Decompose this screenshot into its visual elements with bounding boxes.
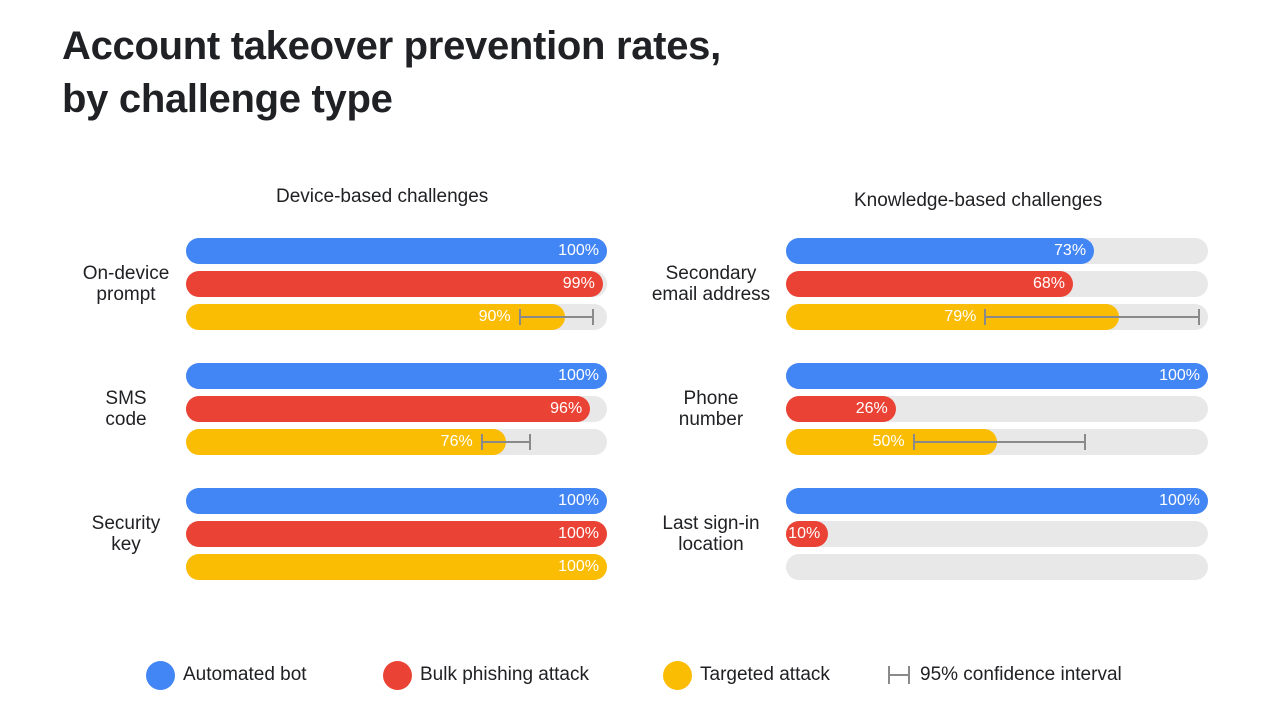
bar-targeted [186,554,607,580]
bar-bulk-phishing [186,521,607,547]
category-label: Security key [91,513,161,555]
bar-automated-bot [786,363,1208,389]
title-line-1: Account takeover prevention rates, [62,24,721,68]
category-label: Secondary email address [651,263,771,305]
value-label: 90% [478,308,511,325]
category-label: Phone number [678,388,744,430]
legend-label-automated-bot: Automated bot [183,664,307,685]
legend-label-bulk-phishing: Bulk phishing attack [420,664,589,685]
bar-track: 99% [186,271,607,297]
bar-track: 68% [786,271,1208,297]
value-label: 100% [558,525,599,542]
panel-title-knowledge: Knowledge-based challenges [854,190,1103,211]
bar-track: 76% [186,429,607,455]
value-label: 76% [440,433,473,450]
title-line-2: by challenge type [62,77,393,121]
legend-swatch-blue [146,660,175,690]
confidence-interval [480,429,532,455]
bar-track: 79% [786,304,1208,330]
legend-swatch-yellow [663,660,692,690]
bar-bulk-phishing [786,271,1073,297]
legend-item-ci: 95% confidence interval [888,658,1122,692]
confidence-interval [912,429,1086,455]
bar-track: 100% [786,488,1208,514]
value-label: 73% [1054,242,1087,259]
panel-title-device: Device-based challenges [276,186,489,207]
bar-track: 100% [186,488,607,514]
knowledge-based-panel: Knowledge-based challenges Secondary emai… [620,180,1220,600]
bar-bulk-phishing [186,396,591,422]
value-label: 100% [558,558,599,575]
bar-bulk-phishing [786,396,896,422]
bar-automated-bot [786,238,1095,264]
bar-track: 100% [186,521,607,547]
confidence-interval [984,304,1200,330]
bar-targeted [186,429,506,455]
legend-item-automated-bot: Automated bot [146,658,307,692]
value-label: 100% [558,242,599,259]
bar-track: 50% [786,429,1208,455]
value-label: 50% [872,433,905,450]
value-label: 99% [562,275,595,292]
bar-bulk-phishing [786,521,829,547]
bar-track: 96% [186,396,607,422]
bar-track: 73% [786,238,1208,264]
bar-track: 26% [786,396,1208,422]
category-label: SMS code [105,388,147,430]
value-label: 100% [1159,367,1200,384]
legend-item-bulk-phishing: Bulk phishing attack [383,658,589,692]
device-based-panel: Device-based challenges On-device prompt 1… [20,180,620,600]
bar-automated-bot [186,363,607,389]
legend: Automated bot Bulk phishing attack Targe… [0,658,1280,692]
bar-automated-bot [186,238,607,264]
legend-label-ci: 95% confidence interval [920,664,1122,685]
value-label: 100% [558,367,599,384]
legend-item-targeted: Targeted attack [663,658,830,692]
value-label: 96% [550,400,583,417]
bar-track: 100% [186,363,607,389]
value-label: 100% [558,492,599,509]
bar-track: 100% [786,363,1208,389]
bar-track: 100% [186,554,607,580]
bar-bulk-phishing [186,271,603,297]
confidence-interval [518,304,595,330]
bar-track [786,554,1208,580]
value-label: 10% [788,525,821,542]
value-label: 26% [855,400,888,417]
value-label: 68% [1032,275,1065,292]
chart-title: Account takeover prevention rates, by ch… [62,20,721,126]
confidence-interval-icon [888,666,910,684]
bar-track: 100% [186,238,607,264]
bar-targeted [186,304,565,330]
legend-swatch-red [383,660,412,690]
value-label: 79% [944,308,977,325]
category-label: Last sign-in location [662,513,760,555]
bar-automated-bot [186,488,607,514]
value-label: 100% [1159,492,1200,509]
bar-track: 90% [186,304,607,330]
bar-automated-bot [786,488,1208,514]
bar-track: 10% [786,521,1208,547]
legend-label-targeted: Targeted attack [700,664,830,685]
category-label: On-device prompt [82,263,170,305]
